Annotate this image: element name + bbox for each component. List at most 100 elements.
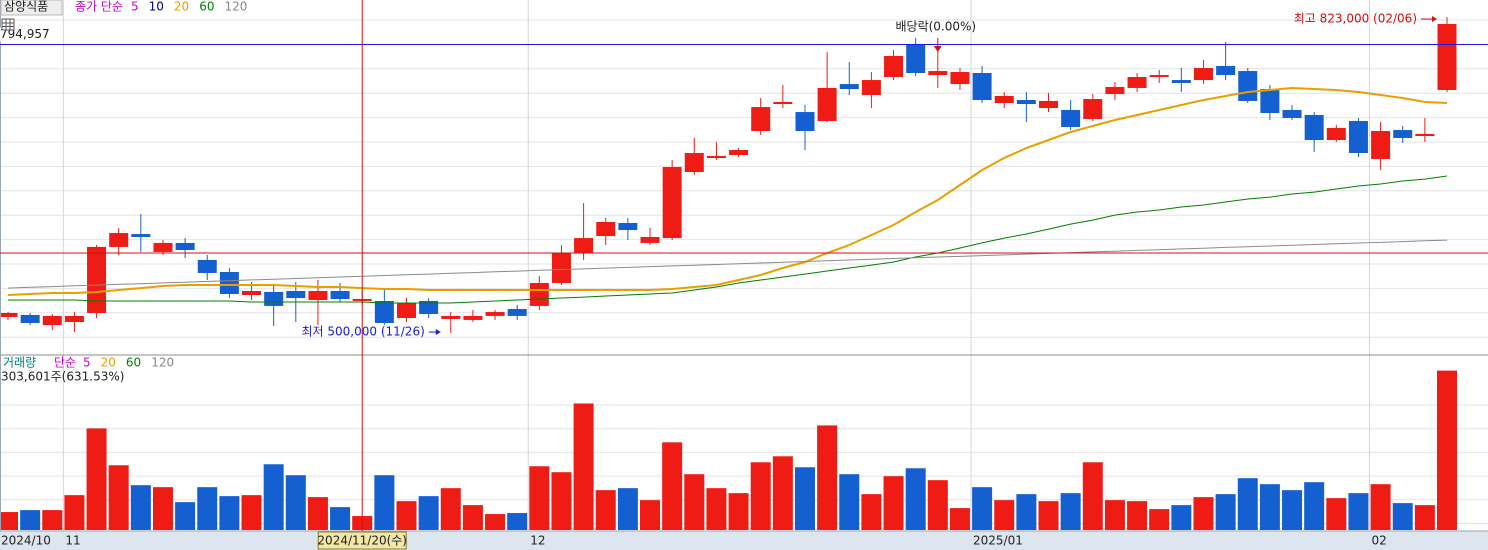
moving-average-line [8, 175, 1448, 304]
high-arrow-head [1432, 16, 1437, 23]
volume-bar [817, 425, 838, 530]
candle-body [1061, 109, 1081, 128]
candle-body [485, 312, 505, 316]
volume-bar [86, 428, 107, 530]
candle-body [507, 308, 527, 316]
candle-body [1083, 99, 1103, 119]
candle-body [64, 315, 84, 323]
volume-bar [1215, 494, 1236, 530]
candle-body [219, 272, 239, 295]
volume-bar [1282, 490, 1303, 530]
x-tick-label: 2025/01 [973, 534, 1023, 548]
volume-bar [905, 468, 926, 530]
volume-bar [1127, 501, 1148, 530]
candle-body [950, 72, 970, 85]
volume-bar [728, 493, 749, 530]
volume-bar [20, 510, 41, 530]
volume-bar [972, 487, 993, 530]
volume-bar [1149, 509, 1170, 530]
volume-bar [1326, 498, 1347, 530]
candle-body [1016, 99, 1036, 105]
legend-entry: 120 [224, 0, 247, 14]
volume-bar [130, 485, 151, 530]
candle-body [529, 282, 549, 306]
stock-title: 삼양식품 [4, 0, 48, 14]
candle-body [1415, 133, 1435, 137]
dividend-arrow-head [933, 46, 942, 52]
candle-body [596, 222, 616, 236]
volume-bar [307, 497, 328, 530]
candle-body [109, 233, 129, 247]
candle-body [972, 72, 992, 100]
candle-body [264, 291, 284, 306]
candle-body [131, 234, 151, 237]
grid-icon [1, 18, 15, 31]
volume-bar [839, 474, 860, 530]
volume-bar [374, 475, 395, 530]
legend-entry: 60 [199, 0, 214, 14]
volume-bar [1193, 497, 1214, 530]
candle-body [1437, 23, 1457, 91]
volume-bar [0, 512, 18, 530]
candle-body [839, 84, 859, 90]
volume-bar [1016, 494, 1037, 530]
x-tick-label: 2024/10 [1, 534, 51, 548]
volume-bar [1259, 484, 1280, 530]
volume-bar [1304, 482, 1325, 530]
legend-entry: 5 [83, 356, 91, 370]
candle-body [153, 242, 173, 252]
candle-body [87, 246, 107, 314]
price-legend-label: 종가 단순 [75, 0, 123, 14]
crosshair-date: 2024/11/20(수) [317, 534, 407, 548]
volume-bar [285, 475, 306, 530]
crosshair-date-bg [317, 531, 407, 550]
volume-bar [64, 495, 85, 530]
title-box [0, 0, 63, 16]
candle-body [795, 112, 815, 132]
volume-bar [241, 495, 262, 530]
candle-body [1039, 100, 1059, 109]
volume-bar [1237, 478, 1258, 530]
candle-body [618, 222, 638, 231]
candle-body [1216, 65, 1236, 76]
volume-bar [706, 488, 727, 530]
volume-bar [152, 487, 173, 530]
candle-body [1193, 68, 1213, 81]
volume-bar [662, 442, 683, 530]
high-label: 최고 823,000 (02/06) [1294, 12, 1417, 26]
candle-body [640, 236, 660, 243]
candle-body [884, 55, 904, 78]
candle-body [861, 80, 881, 96]
candle-body [1171, 80, 1191, 83]
cursor-label-bg [0, 27, 42, 42]
moving-average-line [7, 86, 1448, 296]
marks [0, 17, 1457, 530]
volume-bar [640, 500, 661, 530]
volume-bar [42, 510, 63, 530]
candle-body [906, 44, 926, 73]
volume-bar [1370, 484, 1391, 530]
volume-bar [1348, 493, 1369, 530]
candle-body [1304, 114, 1324, 141]
candle-body [175, 242, 195, 250]
volume-bar [1171, 505, 1192, 530]
candle-body [1149, 75, 1169, 78]
volume-bar [1437, 370, 1457, 530]
candle-body [1348, 121, 1368, 154]
volume-current-label: 303,601주(631.53%) [1, 370, 124, 384]
candle-body [441, 315, 461, 319]
volume-bar [440, 488, 461, 530]
candle-body [419, 300, 439, 314]
volume-bar [396, 501, 417, 530]
volume-bar [1392, 503, 1413, 530]
volume-bar [1104, 500, 1125, 530]
candle-body [928, 71, 948, 76]
volume-bar [595, 490, 616, 530]
candle-body [1371, 131, 1391, 159]
volume-bar [1414, 505, 1435, 530]
low-label: 최저 500,000 (11/26) [301, 325, 424, 339]
volume-bar [617, 488, 638, 530]
volume-title: 거래량 [3, 356, 36, 370]
